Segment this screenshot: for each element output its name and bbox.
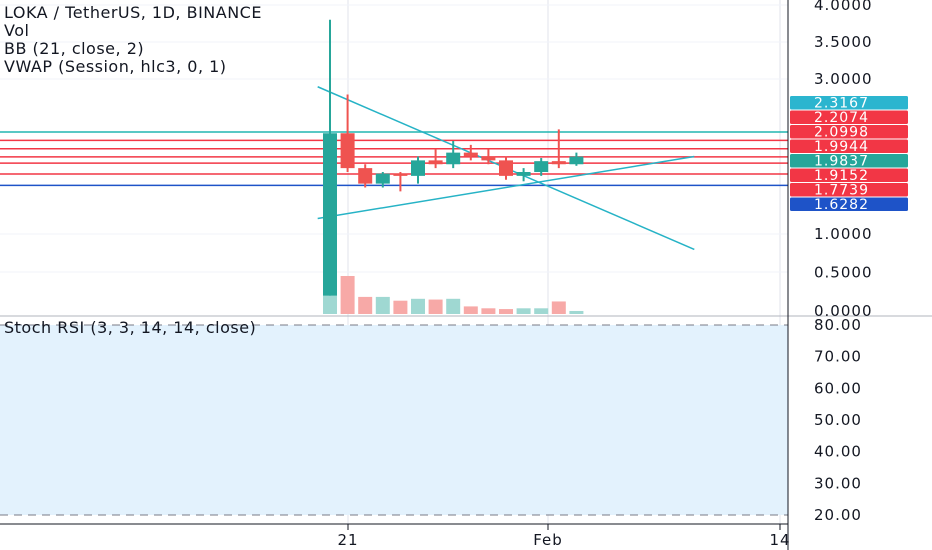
candle-body bbox=[551, 161, 566, 165]
candle-body bbox=[499, 160, 513, 176]
candle-body bbox=[358, 168, 373, 184]
price-axis[interactable]: 4.0000 3.5000 3.0000 1.0000 0.5000 0.0000 bbox=[814, 0, 873, 320]
candle-body bbox=[411, 160, 425, 176]
volume-bar bbox=[358, 296, 373, 314]
price-tag bbox=[790, 96, 908, 110]
price-tag bbox=[790, 197, 908, 211]
price-tag-label: 1.9837 bbox=[814, 154, 869, 170]
price-tick-label: 4.0000 bbox=[814, 0, 873, 14]
rsi-band-fill bbox=[0, 325, 788, 515]
price-tag bbox=[790, 139, 908, 153]
price-tag-label: 1.6282 bbox=[814, 197, 869, 213]
price-tag-label: 2.3167 bbox=[814, 96, 869, 112]
price-tick-label: 0.5000 bbox=[814, 264, 873, 282]
candle-body bbox=[516, 172, 531, 176]
volume-bar bbox=[481, 308, 496, 314]
rsi-tick-label: 80.00 bbox=[814, 316, 862, 334]
volume-bar bbox=[428, 299, 443, 314]
candle-body bbox=[446, 152, 461, 165]
legend-vol[interactable]: Vol bbox=[4, 21, 30, 40]
volume-bar bbox=[499, 309, 513, 314]
price-tick-label: 0.0000 bbox=[814, 302, 873, 320]
volume-bar bbox=[393, 300, 408, 314]
price-tag-label: 2.2074 bbox=[814, 110, 869, 126]
price-tag bbox=[790, 168, 908, 182]
price-tick-label: 1.0000 bbox=[814, 225, 873, 243]
candle-body bbox=[428, 160, 443, 165]
rsi-tick-label: 20.00 bbox=[814, 506, 862, 524]
price-tag-label: 1.9944 bbox=[814, 139, 869, 155]
volume-bar bbox=[516, 308, 531, 314]
candle-body bbox=[340, 133, 355, 169]
volume-bar bbox=[446, 298, 461, 314]
legend-symbol[interactable]: LOKA / TetherUS, 1D, BINANCE bbox=[4, 3, 262, 22]
rsi-tick-label: 50.00 bbox=[814, 411, 862, 429]
candle-body bbox=[463, 152, 478, 157]
candle-body bbox=[534, 161, 549, 172]
volume-bar bbox=[463, 306, 478, 314]
time-tick-label: 14 bbox=[769, 531, 790, 549]
price-tick-label: 3.0000 bbox=[814, 70, 873, 88]
price-tag bbox=[790, 183, 908, 197]
time-tick-label: 21 bbox=[337, 531, 358, 549]
time-axis[interactable]: 21 Feb 14 bbox=[337, 524, 790, 549]
candle-body bbox=[569, 156, 584, 165]
rsi-tick-label: 30.00 bbox=[814, 474, 862, 492]
volume-bar bbox=[569, 310, 584, 314]
volume-bar bbox=[534, 308, 549, 314]
rsi-tick-label: 60.00 bbox=[814, 379, 862, 397]
legend-vwap[interactable]: VWAP (Session, hlc3, 0, 1) bbox=[4, 57, 227, 76]
candle-body bbox=[481, 156, 496, 161]
price-tag bbox=[790, 125, 908, 139]
price-tag-label: 1.9152 bbox=[814, 168, 869, 184]
trendline bbox=[317, 155, 695, 220]
volume-bar bbox=[340, 276, 355, 314]
candle-body bbox=[323, 133, 337, 296]
candle-body bbox=[375, 173, 390, 184]
price-tag bbox=[790, 110, 908, 124]
rsi-tick-label: 70.00 bbox=[814, 348, 862, 366]
legend-stoch-rsi[interactable]: Stoch RSI (3, 3, 14, 14, close) bbox=[4, 318, 257, 337]
volume-bar bbox=[551, 301, 566, 314]
price-tick-label: 3.5000 bbox=[814, 33, 873, 51]
rsi-axis[interactable]: 80.00 70.00 60.00 50.00 40.00 30.00 20.00 bbox=[814, 316, 862, 524]
legend-bb[interactable]: BB (21, close, 2) bbox=[4, 39, 145, 58]
volume-bar bbox=[375, 296, 390, 314]
price-tag bbox=[790, 154, 908, 168]
volume-bar bbox=[411, 298, 425, 314]
rsi-tick-label: 40.00 bbox=[814, 443, 862, 461]
candle-body bbox=[393, 173, 408, 176]
time-tick-label: Feb bbox=[533, 531, 563, 549]
price-tag-label: 1.7739 bbox=[814, 183, 869, 199]
chart-legend: LOKA / TetherUS, 1D, BINANCE Vol BB (21,… bbox=[4, 4, 262, 76]
price-tag-label: 2.0998 bbox=[814, 125, 869, 141]
